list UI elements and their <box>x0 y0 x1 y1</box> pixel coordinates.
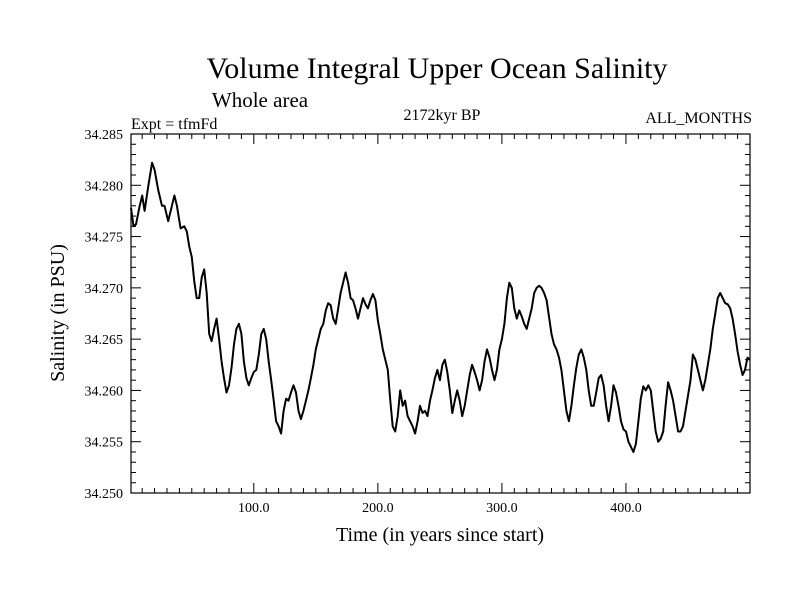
y-tick-label: 34.270 <box>85 282 124 297</box>
y-tick-label: 34.260 <box>85 384 124 399</box>
experiment-label: Expt = tfmFd <box>131 116 217 133</box>
chart-title: Volume Integral Upper Ocean Salinity <box>207 52 668 85</box>
x-tick-label: 100.0 <box>238 501 270 516</box>
x-axis-ticks: 100.0 200.0 300.0 400.0 <box>141 134 739 516</box>
y-tick-label: 34.280 <box>85 179 124 194</box>
chart-subtitle: Whole area <box>212 88 309 112</box>
y-axis-ticks: 34.250 34.255 34.260 34.265 34.270 34.275 34.2… <box>85 128 750 502</box>
x-tick-label: 400.0 <box>610 501 642 516</box>
plot-frame <box>130 133 751 494</box>
y-tick-label: 34.250 <box>85 487 124 502</box>
months-label: ALL_MONTHS <box>645 110 752 127</box>
salinity-series-line <box>130 161 751 453</box>
x-tick-label: 200.0 <box>362 501 394 516</box>
x-tick-label: 300.0 <box>486 501 518 516</box>
y-tick-label: 34.275 <box>85 231 124 246</box>
y-tick-label: 34.285 <box>85 128 124 143</box>
x-axis-label: Time (in years since start) <box>336 524 544 546</box>
y-axis-label: Salinity (in PSU) <box>47 244 69 382</box>
y-tick-label: 34.255 <box>85 436 124 451</box>
period-label: 2172kyr BP <box>404 107 481 124</box>
y-tick-label: 34.265 <box>85 333 124 348</box>
